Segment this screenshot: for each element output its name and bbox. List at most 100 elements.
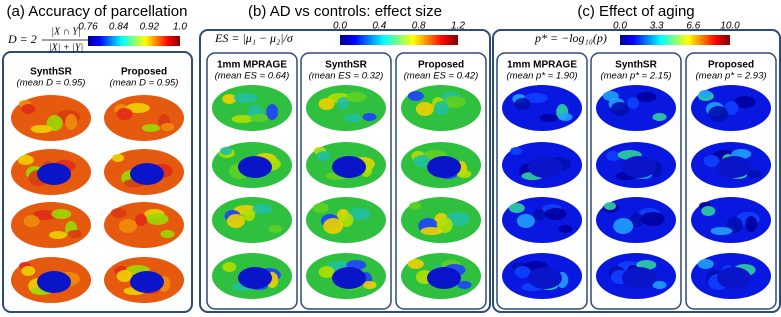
column-mean: (mean p* = 1.90): [506, 71, 577, 82]
brain-region: [627, 97, 640, 109]
brain-region: [652, 281, 667, 289]
brain-render: [691, 253, 771, 299]
medial-wall: [37, 163, 71, 185]
brain-region: [318, 98, 335, 110]
brain-region: [610, 102, 629, 116]
medial-wall: [238, 156, 272, 178]
colorbar-tick-label: 0.0: [613, 21, 627, 32]
brain-region: [708, 106, 729, 122]
brain-render: [502, 142, 582, 188]
brain-render: [104, 257, 184, 303]
brain-region: [533, 209, 546, 221]
brain-region: [510, 147, 522, 155]
brain-region: [222, 262, 237, 272]
brain-render: [691, 85, 771, 131]
colorbar-tick-label: 10.0: [720, 21, 740, 32]
brain-region: [544, 208, 567, 220]
column-mean: (mean p* = 2.93): [695, 71, 766, 82]
brain-region: [112, 154, 124, 162]
brain-render: [401, 197, 481, 243]
brain-render: [502, 197, 582, 243]
brain-region: [699, 90, 711, 98]
medial-wall: [332, 267, 366, 289]
brain-region: [116, 270, 133, 282]
column-frame: [496, 52, 588, 310]
colorbar-tick-label: 6.6: [686, 21, 700, 32]
colorbar: [340, 35, 458, 45]
medial-wall: [130, 163, 164, 185]
brain-region: [606, 151, 621, 161]
formula-denominator: |X| + |Y|: [49, 42, 83, 53]
brain-render: [104, 95, 184, 141]
brain-render: [11, 257, 91, 303]
column-label: SynthSR: [615, 60, 657, 71]
brain-region: [434, 101, 449, 115]
brain-region: [558, 113, 573, 121]
brain-region: [558, 225, 573, 233]
medial-wall: [622, 156, 656, 178]
brain-render: [502, 85, 582, 131]
colorbar-tick-label: 0.76: [78, 22, 98, 33]
colorbar-tick-label: 1.2: [451, 21, 465, 32]
brain-region: [733, 96, 756, 108]
colorbar-tick-label: 0.0: [333, 21, 347, 32]
medial-wall: [238, 267, 272, 289]
brain-render: [596, 142, 676, 188]
brain-region: [32, 210, 57, 220]
brain-render: [502, 253, 582, 299]
brain-render: [212, 253, 292, 299]
brain-region: [652, 113, 667, 121]
brain-region: [348, 208, 371, 220]
brain-render: [401, 253, 481, 299]
colorbar-tick-label: 0.8: [412, 21, 426, 32]
brain-render: [104, 202, 184, 248]
brain-render: [212, 142, 292, 188]
colorbar: [620, 35, 730, 45]
brain-region: [523, 93, 548, 103]
brain-region: [118, 219, 137, 233]
medial-wall: [427, 267, 461, 289]
brain-region: [508, 203, 525, 213]
brain-region: [516, 214, 535, 228]
brain-region: [636, 92, 657, 102]
brain-region: [420, 227, 443, 235]
brain-region: [21, 104, 36, 114]
column-mean: (mean ES = 0.42): [404, 71, 479, 82]
brain-region: [407, 91, 424, 101]
brain-render: [104, 149, 184, 195]
brain-region: [220, 147, 232, 155]
brain-region: [540, 114, 558, 122]
column-frame: [685, 52, 777, 310]
brain-region: [514, 98, 531, 110]
brain-region: [266, 104, 279, 120]
brain-region: [125, 103, 150, 113]
brain-region: [231, 115, 254, 123]
column-mean: (mean ES = 0.64): [215, 71, 290, 82]
brain-region: [613, 218, 634, 234]
brain-render: [306, 253, 386, 299]
brain-region: [703, 155, 720, 167]
medial-wall: [528, 267, 562, 289]
brain-render: [212, 197, 292, 243]
column-label: Proposed: [708, 60, 754, 71]
formula: ES = |μ₁ − μ₂|/σ: [214, 31, 294, 45]
brain-region: [316, 151, 331, 161]
formula-numerator: |X ∩ Y|: [51, 26, 80, 37]
column-label: 1mm MPRAGE: [217, 60, 287, 71]
brain-region: [697, 259, 714, 269]
panel-title: (a) Accuracy of parcellation: [7, 3, 188, 20]
brain-region: [409, 202, 421, 210]
column-label: 1mm MPRAGE: [507, 60, 577, 71]
colorbar-tick-label: 0.4: [372, 21, 386, 32]
brain-region: [407, 259, 424, 269]
brain-region: [51, 209, 72, 219]
brain-region: [413, 155, 430, 167]
medial-wall: [717, 267, 751, 289]
brain-region: [457, 170, 472, 178]
brain-region: [745, 216, 758, 232]
brain-region: [146, 213, 169, 225]
brain-region: [65, 114, 78, 130]
column-label: Proposed: [121, 67, 167, 78]
column-mean: (mean p* = 2.15): [600, 71, 671, 82]
